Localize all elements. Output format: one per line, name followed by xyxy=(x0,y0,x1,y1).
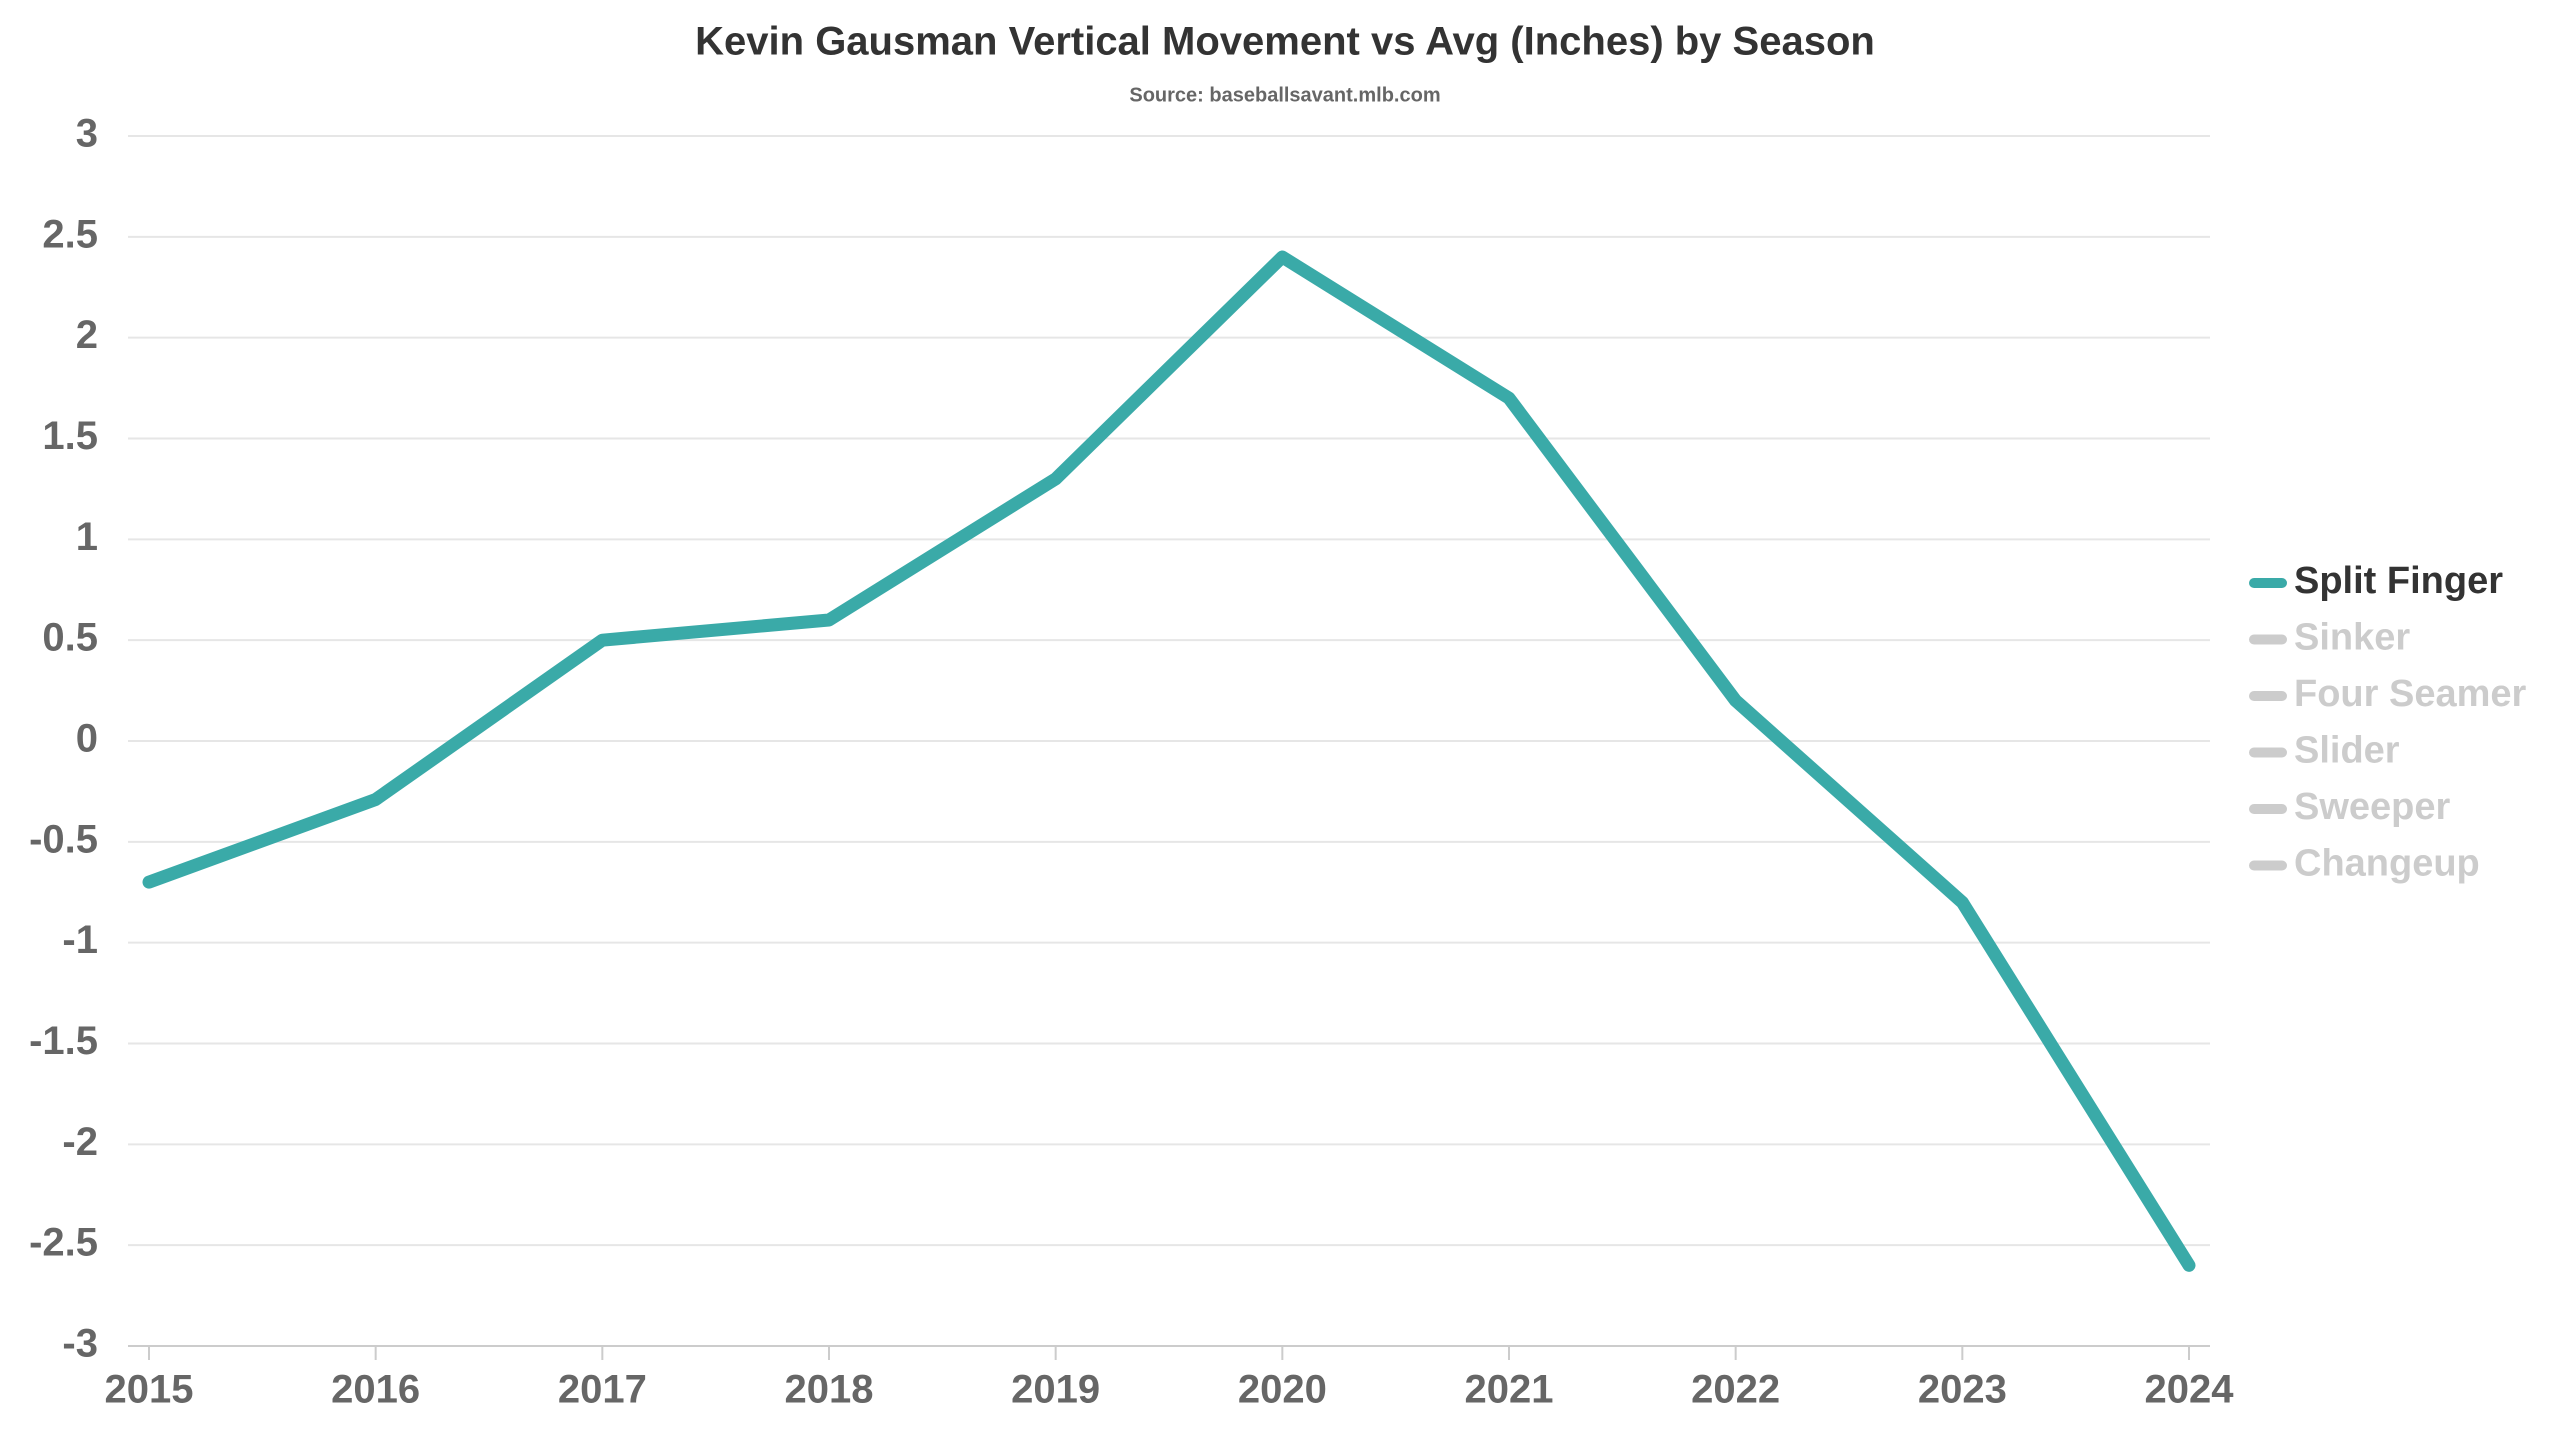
y-tick-label: 3 xyxy=(76,112,98,156)
legend-label: Sinker xyxy=(2294,617,2410,659)
x-tick-label: 2021 xyxy=(1465,1368,1554,1412)
x-tick-label: 2016 xyxy=(331,1368,420,1412)
y-tick-label: -0.5 xyxy=(29,817,98,861)
series-line xyxy=(142,250,2196,1272)
legend-label: Split Finger xyxy=(2294,560,2503,602)
y-tick-label: 2.5 xyxy=(42,212,98,256)
y-tick-label: -2 xyxy=(62,1120,98,1164)
y-tick-label: -1.5 xyxy=(29,1019,98,1063)
legend-label: Slider xyxy=(2294,730,2400,772)
y-tick-label: -1 xyxy=(62,918,98,962)
x-tick-label: 2024 xyxy=(2145,1368,2235,1412)
x-tick-label: 2022 xyxy=(1691,1368,1780,1412)
x-tick-label: 2015 xyxy=(105,1368,194,1412)
legend-label: Changeup xyxy=(2294,843,2480,885)
x-tick-label: 2018 xyxy=(785,1368,874,1412)
x-tick-label: 2020 xyxy=(1238,1368,1327,1412)
x-tick-label: 2019 xyxy=(1011,1368,1100,1412)
x-tick-label: 2023 xyxy=(1918,1368,2007,1412)
legend-label: Sweeper xyxy=(2294,786,2451,828)
y-tick-label: -2.5 xyxy=(29,1221,98,1265)
chart-subtitle: Source: baseballsavant.mlb.com xyxy=(1129,84,1440,106)
y-tick-label: 0.5 xyxy=(42,616,98,660)
y-tick-label: 2 xyxy=(76,313,98,357)
y-tick-label: -3 xyxy=(62,1322,98,1366)
y-tick-label: 0 xyxy=(76,717,98,761)
y-tick-label: 1 xyxy=(76,515,98,559)
x-tick-label: 2017 xyxy=(558,1368,647,1412)
y-tick-label: 1.5 xyxy=(42,414,98,458)
legend-label: Four Seamer xyxy=(2294,673,2527,715)
chart-title: Kevin Gausman Vertical Movement vs Avg (… xyxy=(695,20,1875,64)
